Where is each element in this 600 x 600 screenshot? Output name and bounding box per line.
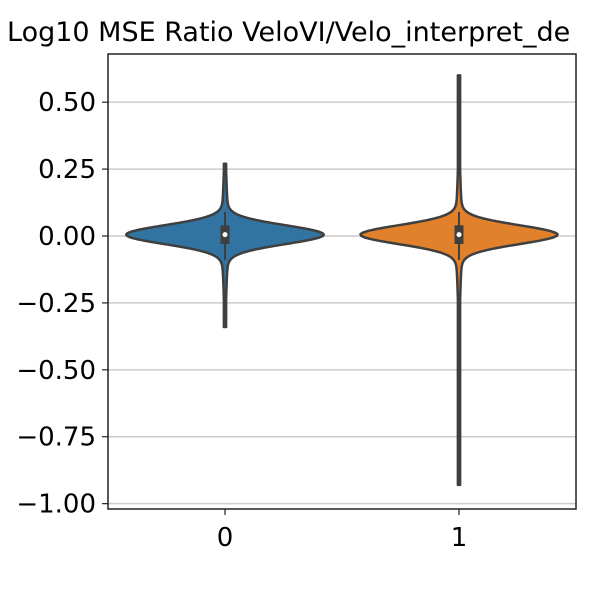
y-axis: 0.50 0.25 0.00 −0.25 −0.50 −0.75 −1.00 xyxy=(16,88,108,520)
y-tick-label: −0.25 xyxy=(16,289,96,319)
y-tick-label: 0.50 xyxy=(38,88,96,118)
violin-body-1 xyxy=(359,74,559,487)
y-tick-label: −1.00 xyxy=(16,490,96,520)
y-tick-label: −0.50 xyxy=(16,356,96,386)
axes-frame xyxy=(107,53,577,510)
median-point-1 xyxy=(456,232,462,238)
median-point-0 xyxy=(222,232,228,238)
x-tick-label: 1 xyxy=(451,523,468,553)
y-tick-label: 0.25 xyxy=(38,155,96,185)
chart-title: Log10 MSE Ratio VeloVI/Velo_interpret_de xyxy=(7,17,570,48)
x-tick-label: 0 xyxy=(217,523,234,553)
plot-area xyxy=(125,74,559,487)
y-tick-label: 0.00 xyxy=(38,222,96,252)
y-tick-label: −0.75 xyxy=(16,423,96,453)
